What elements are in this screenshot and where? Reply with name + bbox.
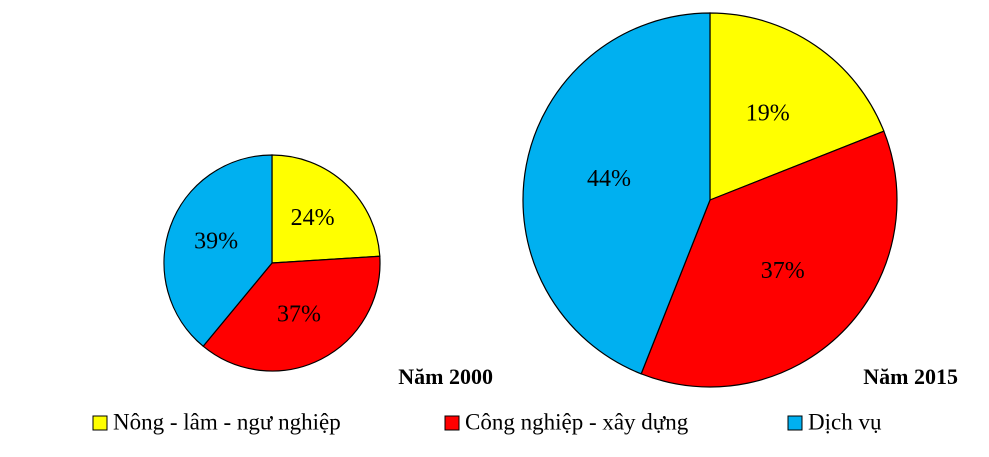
- data-label: 24%: [291, 205, 335, 231]
- data-label: 44%: [587, 166, 631, 192]
- legend-swatch: [787, 415, 803, 431]
- pie-slice: [709, 12, 885, 201]
- pie-slice: [640, 130, 898, 388]
- pie-title: Năm 2000: [398, 364, 493, 389]
- legend-swatch: [444, 415, 460, 431]
- pie-slice: [163, 154, 273, 348]
- data-label: 19%: [746, 100, 790, 126]
- data-label: 39%: [194, 228, 238, 254]
- pie-slice: [202, 255, 381, 372]
- legend-label: Công nghiệp - xây dựng: [465, 409, 689, 434]
- data-label: 37%: [277, 301, 321, 327]
- legend-label: Nông - lâm - ngư nghiệp: [113, 409, 341, 434]
- pie-title: Năm 2015: [863, 364, 958, 389]
- data-label: 37%: [761, 258, 805, 284]
- pie-slice: [522, 12, 711, 375]
- pie-slice: [271, 154, 381, 264]
- legend-label: Dịch vụ: [808, 409, 882, 434]
- legend-swatch: [92, 415, 108, 431]
